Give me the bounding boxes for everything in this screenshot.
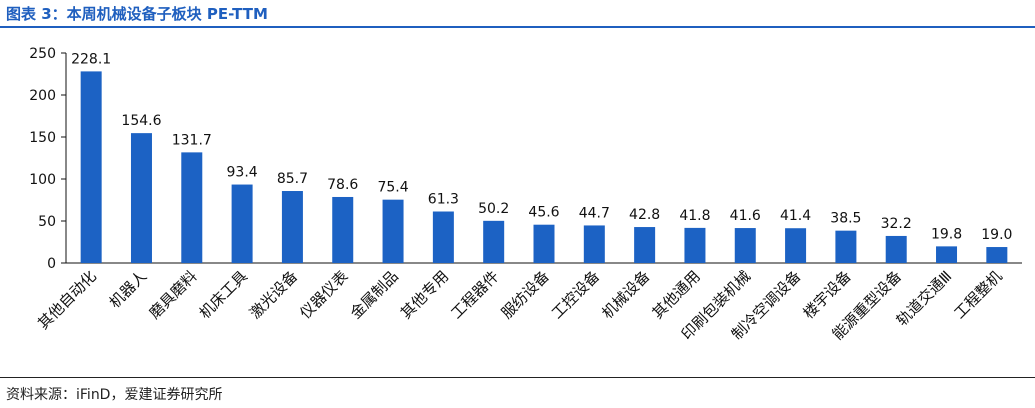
bar-value-label: 32.2 bbox=[881, 216, 912, 232]
bar bbox=[130, 133, 152, 263]
bar-value-label: 154.6 bbox=[121, 113, 161, 129]
bar-value-label: 41.6 bbox=[730, 208, 761, 224]
value-labels-group: 228.1 154.6 131.7 93.4 85.7 78.6 75.4 61.3 50.2 4… bbox=[71, 51, 1012, 243]
chart-title: 图表 3：本周机械设备子板块 PE-TTM bbox=[6, 5, 268, 23]
bars-group bbox=[80, 71, 1008, 263]
bar bbox=[432, 211, 454, 263]
bar-value-label: 19.0 bbox=[981, 227, 1012, 243]
y-tick-label: 50 bbox=[38, 214, 56, 230]
x-axis-labels-group: 其他自动化 机器人磨具磨料机床工具激光设备仪器仪表金属制品其他专用工程器件服纺设备… bbox=[34, 267, 1005, 343]
y-axis-ticks: 0 50 100 150 200 250 bbox=[29, 46, 66, 272]
bar-value-label: 41.4 bbox=[780, 208, 811, 224]
footer-divider bbox=[0, 377, 1035, 378]
bar-value-label: 50.2 bbox=[478, 201, 509, 217]
bar bbox=[885, 235, 907, 263]
bar-chart: 0 50 100 150 200 250 228.1 154.6 131.7 93.4 85.7 7… bbox=[29, 46, 1022, 343]
x-tick-label: 工程器件 bbox=[447, 267, 502, 322]
x-tick-label: 工程整机 bbox=[951, 267, 1006, 322]
source-note: 资料来源：iFinD，爱建证券研究所 bbox=[6, 387, 223, 403]
bar bbox=[734, 228, 756, 263]
bar bbox=[231, 184, 253, 263]
bar bbox=[684, 227, 706, 263]
y-tick-label: 200 bbox=[29, 88, 56, 104]
bar bbox=[533, 224, 555, 263]
bar bbox=[986, 247, 1008, 263]
x-tick-label: 服纺设备 bbox=[498, 267, 553, 322]
y-tick-label: 150 bbox=[29, 130, 56, 146]
bar-value-label: 61.3 bbox=[428, 192, 459, 208]
bar bbox=[80, 71, 102, 263]
bar-value-label: 44.7 bbox=[579, 205, 610, 221]
y-tick-label: 250 bbox=[29, 46, 56, 62]
bar bbox=[181, 152, 203, 263]
bar-value-label: 131.7 bbox=[172, 132, 212, 148]
bar-value-label: 78.6 bbox=[327, 177, 358, 193]
x-tick-label: 机床工具 bbox=[196, 267, 251, 322]
bar-value-label: 19.8 bbox=[931, 226, 962, 242]
x-tick-label: 其他自动化 bbox=[34, 267, 100, 333]
bar-value-label: 38.5 bbox=[830, 211, 861, 227]
bar-value-label: 228.1 bbox=[71, 51, 111, 67]
bar bbox=[583, 225, 605, 263]
x-tick-label: 机器人 bbox=[106, 267, 151, 312]
bar bbox=[483, 220, 505, 263]
bar bbox=[785, 228, 807, 263]
x-tick-label: 工控设备 bbox=[548, 267, 603, 322]
bar bbox=[936, 246, 958, 263]
x-tick-label: 金属制品 bbox=[347, 267, 402, 322]
x-tick-label: 机械设备 bbox=[598, 267, 653, 322]
x-tick-label: 轨道交通Ⅲ bbox=[893, 267, 955, 329]
bar bbox=[634, 227, 656, 263]
bar-value-label: 42.8 bbox=[629, 207, 660, 223]
bar-value-label: 41.8 bbox=[679, 208, 710, 224]
bar bbox=[382, 199, 404, 263]
bar-value-label: 45.6 bbox=[528, 205, 559, 221]
title-divider bbox=[0, 26, 1035, 28]
x-tick-label: 仪器仪表 bbox=[296, 267, 351, 322]
bar bbox=[281, 191, 303, 263]
y-tick-label: 0 bbox=[47, 256, 56, 272]
bar bbox=[835, 230, 857, 263]
y-tick-label: 100 bbox=[29, 172, 56, 188]
bar-value-label: 75.4 bbox=[377, 180, 408, 196]
bar-value-label: 93.4 bbox=[227, 165, 258, 181]
x-tick-label: 激光设备 bbox=[246, 267, 301, 322]
bar bbox=[332, 196, 354, 263]
bar-value-label: 85.7 bbox=[277, 171, 308, 187]
x-tick-label: 其他专用 bbox=[397, 267, 452, 322]
x-tick-label: 磨具磨料 bbox=[145, 267, 200, 322]
